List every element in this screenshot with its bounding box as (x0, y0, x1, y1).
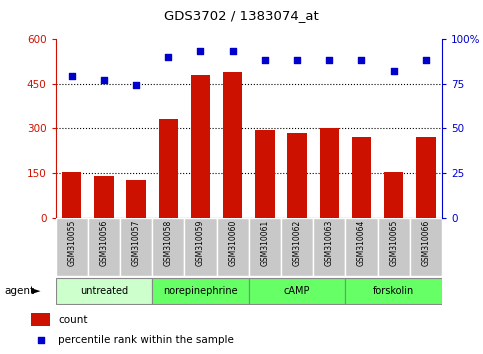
Bar (223, 72, 242, 218)
Bar (249, 218, 281, 276)
Point (229, 48, 237, 54)
Point (280, 255, 287, 260)
Bar (384, 172, 403, 218)
Text: norepinephrine: norepinephrine (163, 286, 238, 296)
Point (164, 54, 172, 59)
Bar (152, 218, 185, 276)
Text: GSM310065: GSM310065 (389, 219, 398, 266)
Bar (281, 218, 313, 276)
Text: GSM310055: GSM310055 (67, 219, 76, 266)
Text: GSM310064: GSM310064 (357, 219, 366, 266)
Point (326, 58, 333, 63)
Text: GSM310057: GSM310057 (131, 219, 141, 266)
Point (197, 48, 204, 54)
Text: GSM310056: GSM310056 (99, 219, 108, 266)
Point (357, 58, 365, 63)
Point (390, 68, 398, 74)
Bar (56, 218, 88, 276)
Point (293, 58, 301, 63)
Text: GSM310063: GSM310063 (325, 219, 334, 266)
Text: ►: ► (32, 286, 41, 296)
Text: GSM310059: GSM310059 (196, 219, 205, 266)
Bar (249, 278, 345, 304)
Point (132, 82, 140, 88)
Text: forskolin: forskolin (373, 286, 414, 296)
Bar (56, 278, 152, 304)
Point (68, 74, 75, 79)
Bar (127, 179, 146, 218)
Bar (158, 119, 178, 218)
Bar (62, 172, 81, 218)
Bar (94, 176, 114, 218)
Point (100, 77, 108, 83)
Text: GSM310058: GSM310058 (164, 219, 173, 266)
Text: cAMP: cAMP (284, 286, 310, 296)
Bar (320, 129, 339, 218)
Text: percentile rank within the sample: percentile rank within the sample (58, 335, 234, 345)
Point (422, 58, 430, 63)
Text: GSM310062: GSM310062 (293, 219, 301, 266)
Bar (120, 218, 152, 276)
Text: GSM310066: GSM310066 (421, 219, 430, 266)
Bar (31, 313, 50, 326)
Text: count: count (58, 315, 88, 325)
Text: agent: agent (5, 286, 35, 296)
Bar (185, 218, 216, 276)
Bar (191, 75, 210, 218)
Text: untreated: untreated (80, 286, 128, 296)
Bar (216, 218, 249, 276)
Bar (152, 278, 249, 304)
Bar (345, 218, 378, 276)
Text: GDS3702 / 1383074_at: GDS3702 / 1383074_at (164, 9, 319, 22)
Point (261, 58, 269, 63)
Bar (378, 218, 410, 276)
Bar (345, 278, 442, 304)
Bar (313, 218, 345, 276)
Bar (255, 130, 274, 218)
Bar (352, 137, 371, 218)
Text: GSM310061: GSM310061 (260, 219, 270, 266)
Text: GSM310060: GSM310060 (228, 219, 237, 266)
Bar (88, 218, 120, 276)
Bar (416, 137, 436, 218)
Bar (287, 133, 307, 218)
Bar (410, 218, 442, 276)
